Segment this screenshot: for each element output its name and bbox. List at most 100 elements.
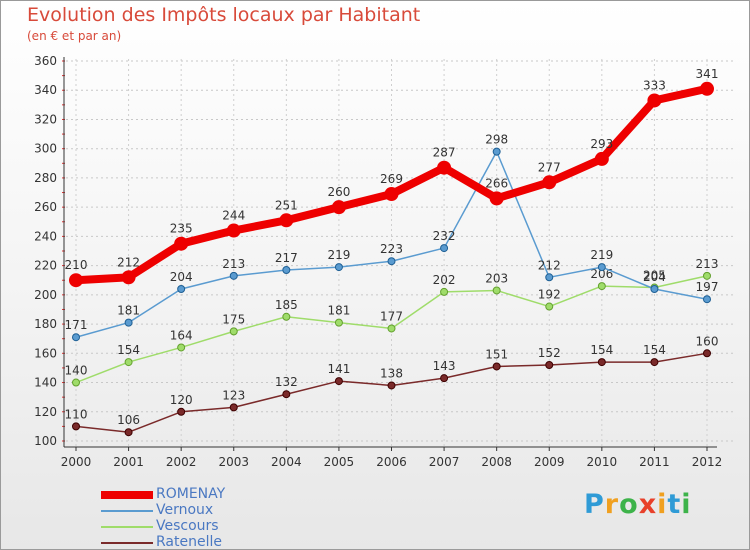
data-point: [72, 422, 80, 431]
x-tick-label: 2009: [534, 455, 565, 469]
data-label: 204: [170, 270, 193, 284]
data-label: 185: [275, 298, 298, 312]
logo-letter: P: [584, 489, 605, 520]
x-tick-label: 2006: [376, 455, 407, 469]
data-point: [703, 349, 711, 358]
data-label: 143: [433, 359, 456, 373]
y-tick-label: 240: [34, 229, 57, 243]
y-tick-label: 160: [34, 346, 57, 360]
data-point: [229, 327, 238, 336]
data-point: [334, 318, 343, 327]
y-tick-label: 100: [34, 434, 57, 448]
y-tick-label: 300: [34, 142, 57, 156]
data-point: [72, 378, 80, 387]
y-tick-label: 260: [34, 200, 57, 214]
data-label: 140: [65, 364, 88, 378]
data-label: 152: [538, 346, 561, 360]
data-point: [594, 151, 609, 166]
x-tick-label: 2003: [218, 455, 249, 469]
data-label: 123: [222, 388, 245, 402]
data-point: [703, 271, 711, 280]
data-point: [700, 81, 714, 96]
data-point: [545, 361, 554, 369]
data-point: [72, 333, 80, 342]
data-point: [282, 312, 291, 321]
data-label: 120: [170, 393, 193, 407]
data-point: [279, 213, 294, 228]
data-label: 181: [327, 304, 350, 318]
data-label: 206: [590, 267, 613, 281]
chart-title: Evolution des Impôts locaux par Habitant: [27, 4, 421, 26]
data-label: 213: [222, 257, 245, 271]
chart-subtitle: (en € et par an): [27, 29, 122, 43]
data-label: 203: [485, 271, 508, 285]
x-tick-label: 2001: [113, 455, 144, 469]
data-label: 132: [275, 375, 298, 389]
legend-label: Vernoux: [156, 502, 214, 518]
data-point: [229, 403, 238, 412]
data-point: [229, 271, 238, 280]
legend-label: ROMENAY: [156, 486, 226, 502]
data-label: 210: [65, 258, 88, 272]
data-point: [440, 287, 449, 296]
data-label: 164: [170, 328, 193, 342]
data-label: 333: [643, 78, 666, 92]
data-label: 204: [643, 270, 666, 284]
data-point: [650, 285, 659, 293]
legend-swatch: [101, 491, 153, 499]
x-tick-label: 2011: [639, 455, 670, 469]
logo-letter: i: [681, 489, 692, 520]
data-label: 106: [117, 413, 140, 427]
data-label: 175: [222, 312, 245, 326]
data-label: 266: [485, 176, 508, 190]
legend-label: Ratenelle: [156, 534, 222, 550]
data-label: 341: [696, 67, 719, 81]
data-point: [174, 236, 189, 251]
y-tick-label: 140: [34, 376, 57, 390]
y-tick-label: 200: [34, 288, 57, 302]
data-point: [387, 324, 396, 333]
data-label: 251: [275, 198, 298, 212]
data-point: [703, 295, 711, 304]
x-tick-label: 2002: [166, 455, 197, 469]
data-point: [437, 160, 452, 175]
x-tick-label: 2007: [429, 455, 460, 469]
logo-letter: o: [619, 489, 639, 520]
data-label: 212: [117, 255, 140, 269]
data-label: 235: [170, 222, 193, 236]
x-tick-label: 2004: [271, 455, 302, 469]
data-point: [334, 377, 343, 386]
data-label: 138: [380, 366, 403, 380]
data-point: [177, 285, 186, 293]
data-point: [282, 390, 291, 399]
data-point: [69, 273, 83, 288]
data-label: 298: [485, 133, 508, 147]
data-point: [492, 147, 501, 156]
legend-swatch: [101, 542, 153, 544]
data-label: 260: [327, 185, 350, 199]
y-tick-label: 340: [34, 83, 57, 97]
data-point: [492, 286, 501, 295]
data-point: [334, 263, 343, 272]
data-label: 141: [327, 362, 350, 376]
proxiti-logo: Proxiti: [584, 489, 692, 520]
data-label: 202: [433, 273, 456, 287]
data-label: 181: [117, 304, 140, 318]
data-point: [597, 282, 606, 291]
y-tick-label: 320: [34, 112, 57, 126]
data-point: [177, 407, 186, 416]
legend-swatch: [101, 526, 153, 528]
data-point: [597, 263, 606, 272]
logo-letter: i: [657, 489, 668, 520]
data-point: [597, 358, 606, 367]
data-label: 223: [380, 242, 403, 256]
y-tick-label: 360: [34, 54, 57, 68]
y-tick-label: 180: [34, 317, 57, 331]
data-point: [331, 200, 346, 215]
data-point: [124, 428, 133, 437]
x-tick-label: 2005: [324, 455, 355, 469]
data-label: 287: [433, 146, 456, 160]
data-point: [489, 191, 504, 206]
data-label: 213: [696, 257, 719, 271]
